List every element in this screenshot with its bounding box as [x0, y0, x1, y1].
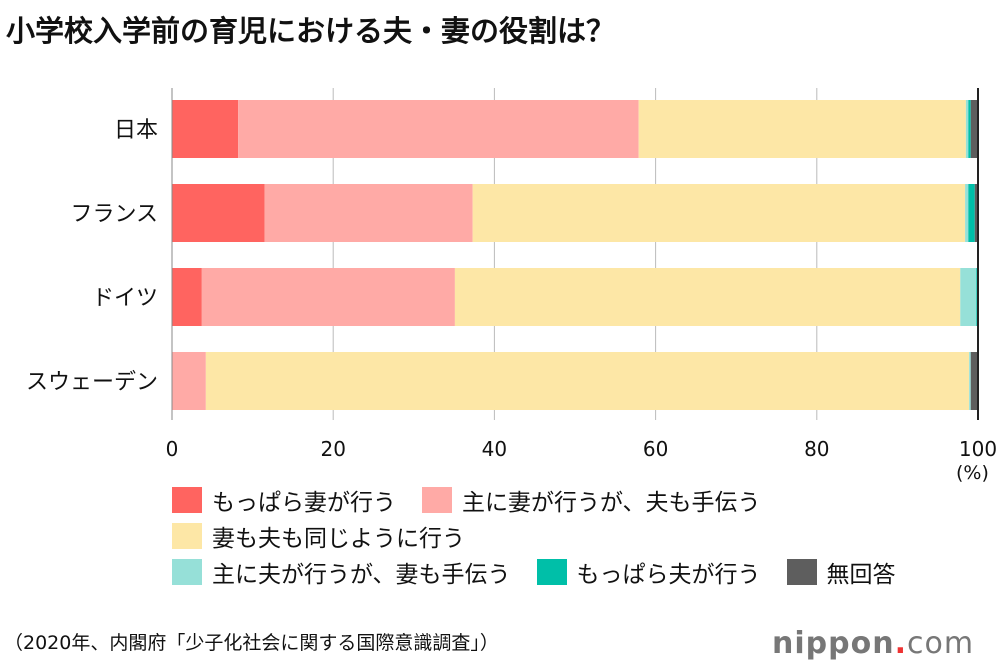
- legend-item: もっぱら妻が行う: [172, 483, 396, 517]
- bar-segment: [205, 352, 970, 410]
- legend-label: 無回答: [826, 562, 896, 588]
- nippon-logo: nippon.com: [772, 626, 975, 661]
- legend-label: 主に夫が行うが、妻も手伝う: [212, 562, 511, 588]
- x-unit: (%): [956, 462, 989, 484]
- legend-swatch: [422, 487, 452, 513]
- legend-item: 主に妻が行うが、夫も手伝う: [422, 483, 761, 517]
- x-tick-label: 100: [959, 437, 997, 461]
- bar-segment: [172, 352, 206, 410]
- legend-item: もっぱら夫が行う: [536, 555, 761, 589]
- category-label: スウェーデン: [26, 370, 158, 395]
- legend-swatch: [172, 559, 202, 585]
- bar-segment: [472, 184, 966, 242]
- legend-swatch: [172, 523, 202, 549]
- legend-swatch: [786, 559, 817, 585]
- source-note: （2020年、内閣府「少子化社会に関する国際意識調査」）: [4, 632, 499, 654]
- legend-label: もっぱら妻が行う: [212, 490, 396, 516]
- legend-label: 妻も夫も同じように行う: [212, 526, 465, 552]
- bar-segment: [965, 184, 969, 242]
- bar-segment: [960, 268, 977, 326]
- legend: もっぱら妻が行う 主に妻が行うが、夫も手伝う 妻も夫も同じように行う 主に夫が行う…: [172, 482, 922, 590]
- legend-item: 主に夫が行うが、妻も手伝う: [172, 555, 511, 589]
- x-tick-label: 0: [166, 437, 179, 461]
- category-label: ドイツ: [92, 286, 158, 311]
- legend-label: 主に妻が行うが、夫も手伝う: [462, 490, 761, 516]
- legend-swatch: [172, 487, 202, 513]
- bar-segment: [970, 352, 978, 410]
- bar-segment: [965, 100, 969, 158]
- category-label: 日本: [114, 118, 158, 143]
- legend-label: もっぱら夫が行う: [576, 562, 761, 588]
- bar-segment: [172, 268, 202, 326]
- legend-swatch: [536, 559, 567, 585]
- legend-item: 妻も夫も同じように行う: [172, 519, 465, 553]
- chart-title: 小学校入学前の育児における夫・妻の役割は？: [6, 14, 616, 48]
- x-tick-label: 80: [804, 437, 829, 461]
- x-tick-label: 20: [320, 437, 345, 461]
- legend-item: 無回答: [786, 555, 896, 589]
- x-tick-label: 60: [643, 437, 668, 461]
- bar-segment: [201, 268, 455, 326]
- bar-segment: [172, 184, 265, 242]
- bar-segment: [968, 184, 975, 242]
- bar-segment: [974, 184, 978, 242]
- bar-segment: [454, 268, 961, 326]
- x-tick-label: 40: [482, 437, 507, 461]
- bar-segment: [238, 100, 639, 158]
- bar-segment: [264, 184, 473, 242]
- bar-segment: [172, 100, 239, 158]
- bar-segment: [970, 100, 978, 158]
- bar-segment: [968, 100, 971, 158]
- bar-segment: [969, 352, 971, 410]
- bar-segment: [638, 100, 966, 158]
- category-label: フランス: [70, 202, 158, 227]
